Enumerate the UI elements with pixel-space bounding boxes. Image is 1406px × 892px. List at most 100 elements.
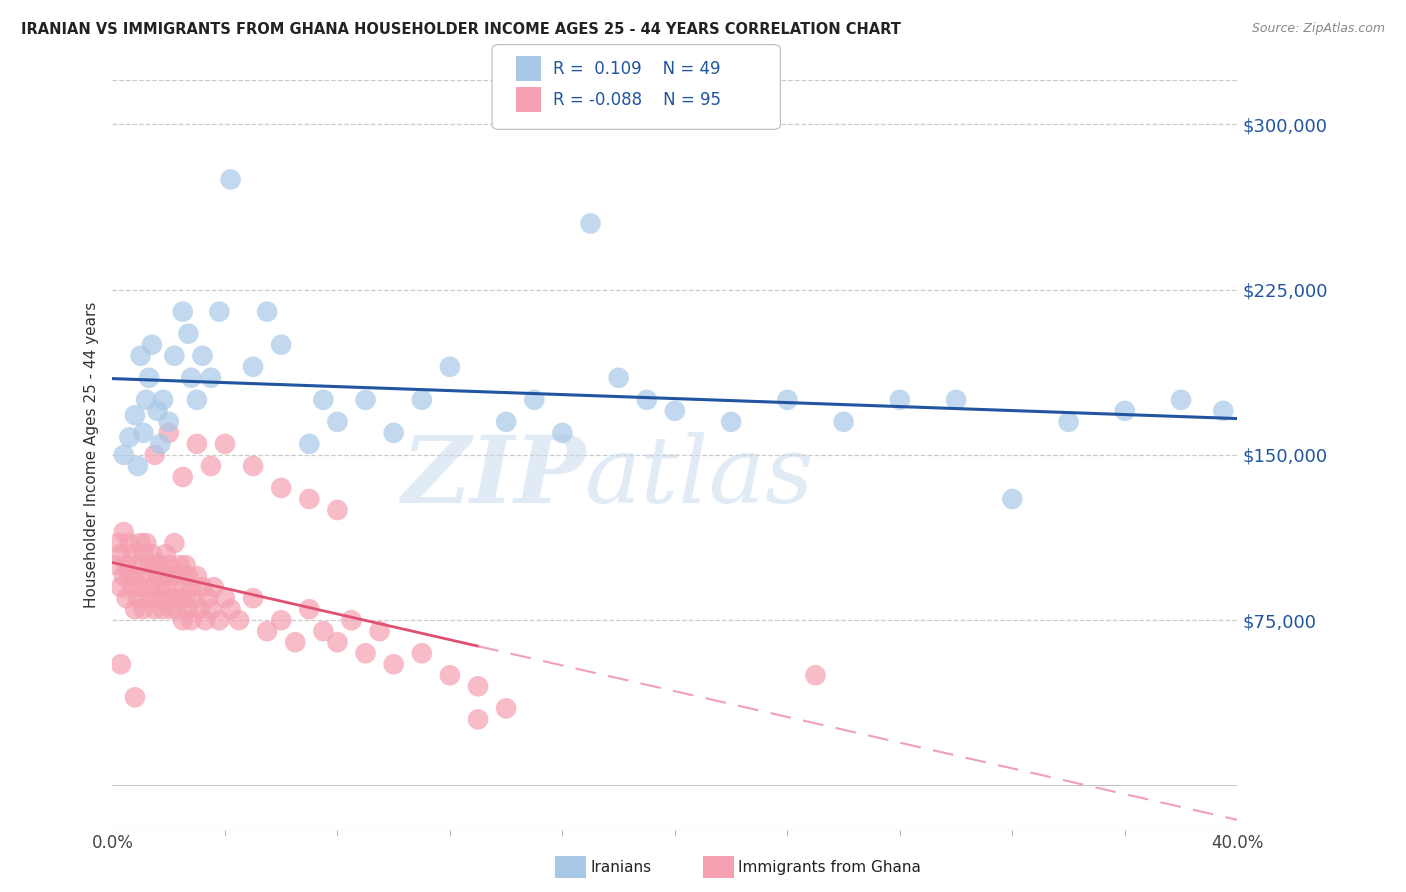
Point <box>118 536 141 550</box>
Point <box>163 591 186 606</box>
Point <box>160 602 183 616</box>
Point <box>172 613 194 627</box>
Point <box>354 646 377 660</box>
Point <box>326 503 349 517</box>
Point <box>118 430 141 444</box>
Point <box>180 613 202 627</box>
Point <box>214 591 236 606</box>
Point <box>242 591 264 606</box>
Point <box>169 558 191 573</box>
Point <box>523 392 546 407</box>
Point <box>107 536 129 550</box>
Text: Immigrants from Ghana: Immigrants from Ghana <box>738 860 921 874</box>
Point <box>112 524 135 539</box>
Point <box>132 425 155 440</box>
Point <box>312 624 335 639</box>
Point <box>129 580 152 594</box>
Y-axis label: Householder Income Ages 25 - 44 years: Householder Income Ages 25 - 44 years <box>83 301 98 608</box>
Point <box>382 425 405 440</box>
Point <box>135 536 157 550</box>
Point <box>200 371 222 385</box>
Point <box>312 392 335 407</box>
Point <box>191 349 214 363</box>
Point <box>124 602 146 616</box>
Point <box>177 326 200 341</box>
Point <box>1114 404 1136 418</box>
Point <box>169 591 191 606</box>
Point <box>138 558 160 573</box>
Point <box>326 415 349 429</box>
Point <box>152 602 174 616</box>
Point <box>146 569 169 583</box>
Point <box>832 415 855 429</box>
Point <box>208 613 231 627</box>
Point <box>208 304 231 318</box>
Point <box>804 668 827 682</box>
Point <box>242 458 264 473</box>
Point <box>270 613 292 627</box>
Point <box>155 580 177 594</box>
Point <box>298 491 321 506</box>
Point <box>172 304 194 318</box>
Point <box>1057 415 1080 429</box>
Point <box>157 591 180 606</box>
Point <box>467 679 489 693</box>
Point <box>143 448 166 462</box>
Point <box>495 415 517 429</box>
Point <box>155 547 177 561</box>
Point <box>439 668 461 682</box>
Point <box>607 371 630 385</box>
Point <box>411 646 433 660</box>
Text: atlas: atlas <box>585 433 814 523</box>
Point <box>124 409 146 423</box>
Point <box>228 613 250 627</box>
Point <box>340 613 363 627</box>
Point <box>141 547 163 561</box>
Point <box>163 349 186 363</box>
Point <box>495 701 517 715</box>
Point <box>104 558 127 573</box>
Point <box>129 536 152 550</box>
Point <box>186 437 208 451</box>
Point <box>149 437 172 451</box>
Point <box>579 217 602 231</box>
Point <box>720 415 742 429</box>
Point <box>132 602 155 616</box>
Point <box>138 591 160 606</box>
Point <box>127 458 149 473</box>
Point <box>194 613 217 627</box>
Point <box>180 580 202 594</box>
Point <box>174 558 197 573</box>
Point <box>149 558 172 573</box>
Point <box>368 624 391 639</box>
Point <box>214 437 236 451</box>
Point <box>284 635 307 649</box>
Point <box>180 371 202 385</box>
Point <box>127 558 149 573</box>
Point <box>118 569 141 583</box>
Point <box>270 481 292 495</box>
Point <box>219 602 242 616</box>
Point <box>115 558 138 573</box>
Point <box>298 437 321 451</box>
Point <box>889 392 911 407</box>
Point <box>146 404 169 418</box>
Point <box>382 657 405 672</box>
Point <box>174 591 197 606</box>
Point <box>188 602 211 616</box>
Text: ZIP: ZIP <box>401 433 585 523</box>
Point <box>242 359 264 374</box>
Point <box>270 337 292 351</box>
Point <box>132 547 155 561</box>
Point <box>146 591 169 606</box>
Point <box>143 602 166 616</box>
Point <box>160 569 183 583</box>
Point <box>115 591 138 606</box>
Point <box>143 558 166 573</box>
Point <box>354 392 377 407</box>
Point <box>776 392 799 407</box>
Point <box>636 392 658 407</box>
Text: Iranians: Iranians <box>591 860 651 874</box>
Point <box>157 415 180 429</box>
Text: Source: ZipAtlas.com: Source: ZipAtlas.com <box>1251 22 1385 36</box>
